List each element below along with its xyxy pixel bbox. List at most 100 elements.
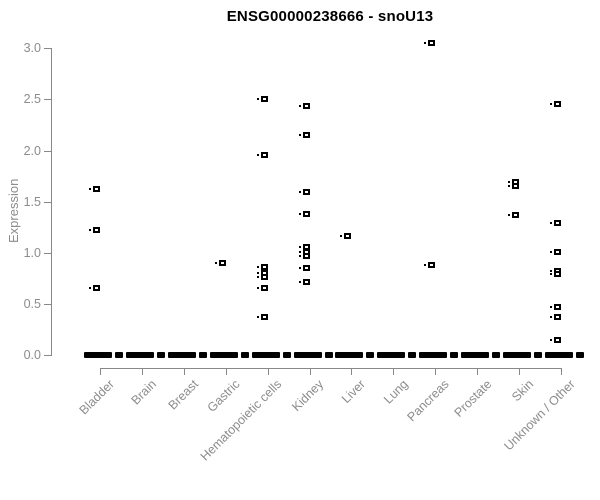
zero-expression-cluster (377, 352, 406, 358)
zero-expression-cluster (461, 352, 490, 358)
data-point (298, 252, 310, 259)
x-tick-mark (225, 368, 227, 375)
x-tick-mark (183, 368, 185, 375)
y-tick-mark (44, 150, 51, 152)
zero-expression-cluster (167, 352, 196, 358)
y-tick-mark (44, 201, 51, 203)
y-tick-mark (44, 99, 51, 101)
y-tick-label: 0.0 (23, 348, 41, 362)
data-point (256, 274, 268, 281)
x-tick-mark (560, 368, 562, 375)
zero-expression-cluster-dash (492, 352, 501, 358)
x-tick-mark (393, 368, 395, 375)
data-point (549, 303, 561, 310)
data-point (256, 264, 268, 271)
x-tick-mark (435, 368, 437, 375)
zero-expression-cluster (503, 352, 531, 358)
data-point (549, 314, 561, 321)
x-tick-mark (141, 368, 143, 375)
zero-expression-cluster (544, 352, 573, 358)
data-point (298, 279, 310, 286)
zero-expression-cluster-dash (282, 352, 291, 358)
data-point (549, 268, 561, 275)
y-axis-line (51, 48, 52, 356)
data-point (214, 259, 226, 266)
y-tick-label: 1.0 (23, 245, 41, 260)
y-tick-mark (44, 355, 51, 356)
x-tick-mark (519, 368, 520, 375)
data-point (340, 233, 352, 240)
data-point (298, 132, 310, 139)
zero-expression-cluster-dash (115, 352, 123, 358)
x-tick-label: Liver (339, 377, 369, 407)
zero-expression-cluster-dash (534, 352, 542, 358)
data-point (89, 284, 100, 291)
x-tick-label: Pancreas (404, 377, 453, 425)
data-point (256, 96, 268, 103)
zero-expression-cluster (335, 352, 364, 358)
data-point (256, 314, 268, 321)
x-tick-mark (100, 368, 101, 375)
zero-expression-cluster (251, 352, 280, 358)
data-point (89, 227, 100, 234)
y-tick-label: 2.5 (23, 92, 41, 107)
x-tick-label: Gastric (204, 377, 243, 415)
chart-title: ENSG00000238666 - snoU13 (226, 8, 434, 25)
y-tick-label: 2.0 (23, 143, 41, 158)
data-point (424, 262, 436, 269)
data-point (298, 265, 310, 272)
x-tick-mark (309, 368, 311, 375)
data-point (424, 40, 436, 47)
data-point (549, 100, 561, 107)
x-tick-mark (477, 368, 479, 375)
zero-expression-cluster-dash (198, 352, 207, 358)
data-point (256, 270, 268, 277)
x-tick-label: Lung (380, 377, 411, 407)
zero-expression-cluster (209, 352, 238, 358)
data-point (298, 243, 310, 250)
data-point (298, 248, 310, 255)
data-point (549, 220, 561, 227)
zero-expression-cluster (125, 352, 154, 358)
x-tick-label: Skin (508, 377, 536, 405)
data-point (256, 151, 268, 158)
data-point (298, 210, 310, 217)
x-tick-label: Breast (165, 377, 201, 413)
zero-expression-cluster-dash (450, 352, 459, 358)
data-point (549, 336, 561, 343)
zero-expression-cluster-dash (408, 352, 417, 358)
data-point (508, 211, 519, 218)
x-axis-line (100, 368, 562, 369)
data-point (508, 183, 519, 190)
x-tick-mark (267, 368, 269, 375)
data-point (298, 189, 310, 196)
y-axis-label: Expression (6, 178, 21, 243)
zero-expression-cluster-dash (156, 352, 165, 358)
x-tick-mark (351, 368, 353, 375)
zero-expression-cluster-dash (366, 352, 375, 358)
zero-expression-cluster-dash (575, 352, 584, 358)
zero-expression-cluster (293, 352, 322, 358)
x-tick-label: Brain (128, 377, 159, 408)
y-tick-label: 3.0 (23, 41, 41, 56)
data-point (549, 271, 561, 278)
y-tick-label: 0.5 (23, 296, 41, 311)
data-point (508, 179, 519, 186)
y-tick-mark (44, 303, 51, 305)
y-tick-mark (44, 48, 51, 50)
zero-expression-cluster (419, 352, 448, 358)
zero-expression-cluster-dash (240, 352, 249, 358)
zero-expression-cluster-dash (324, 352, 333, 358)
x-tick-label: Kidney (289, 377, 327, 414)
x-tick-label: Bladder (76, 377, 117, 418)
y-tick-mark (44, 252, 51, 254)
data-point (256, 284, 268, 291)
x-tick-label: Hematopoietic cells (197, 377, 285, 464)
data-point (89, 186, 100, 193)
data-point (549, 248, 561, 255)
data-point (298, 102, 310, 109)
zero-expression-cluster (84, 352, 112, 358)
y-tick-label: 1.5 (23, 194, 41, 209)
x-tick-label: Prostate (451, 377, 495, 420)
